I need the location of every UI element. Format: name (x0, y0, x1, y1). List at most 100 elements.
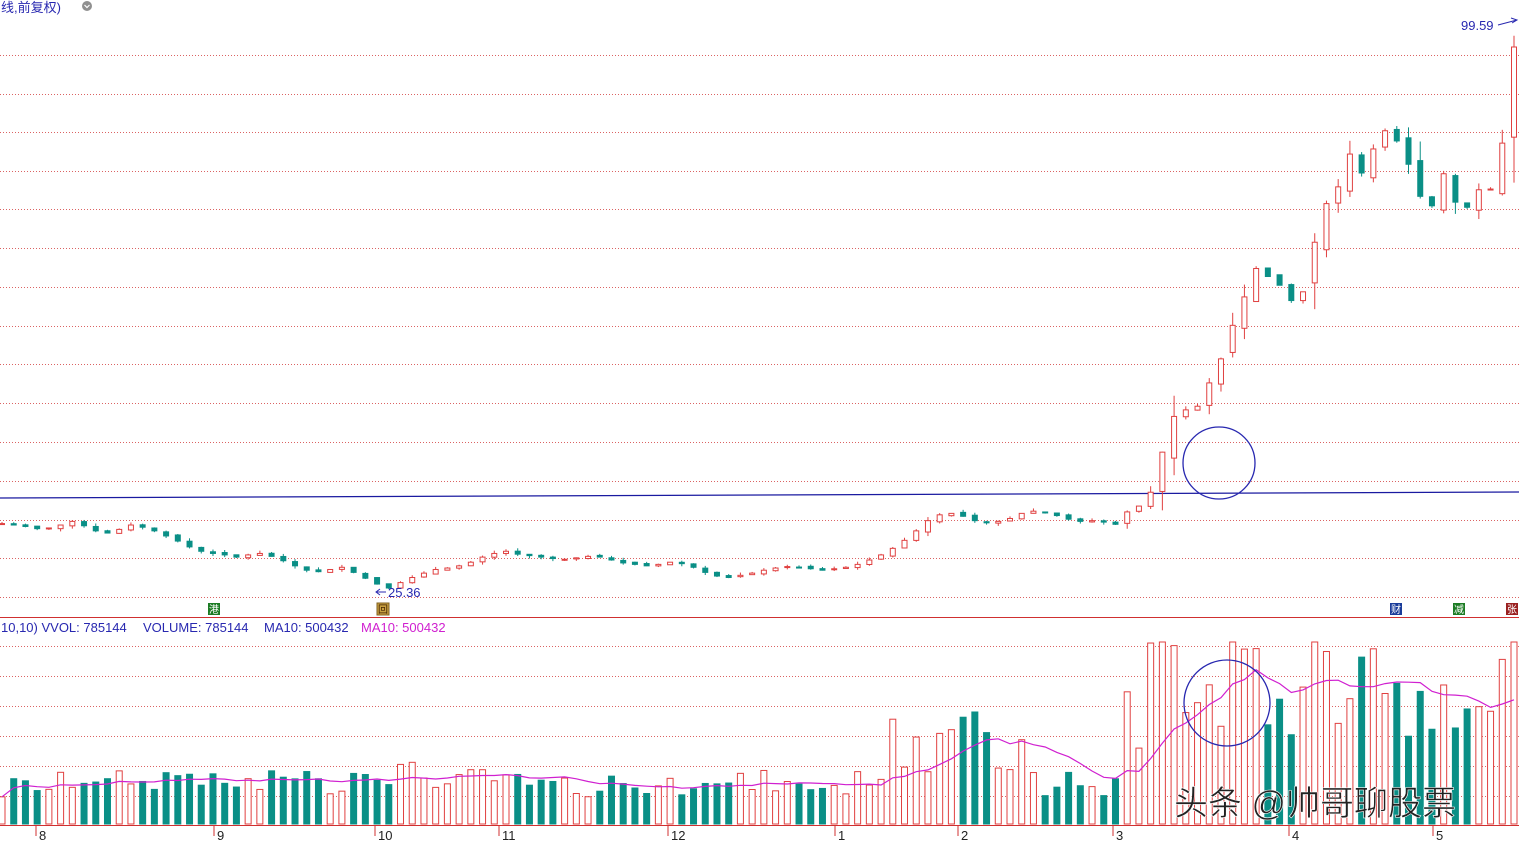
candle (34, 525, 41, 531)
volume-bar (1369, 648, 1377, 825)
volume-bar (607, 775, 615, 825)
volume-bar (549, 780, 557, 825)
volume-indicator-prefix: 10,10) VVOL: 785144 (1, 620, 127, 635)
volume-bar (1498, 658, 1506, 825)
candle (561, 558, 568, 561)
candle (854, 561, 861, 570)
candle (1370, 144, 1377, 183)
x-tick-label: 9 (217, 828, 224, 843)
volume-bar (408, 761, 416, 825)
candle (1112, 520, 1119, 525)
candle (374, 577, 381, 585)
candle (1253, 266, 1260, 303)
candle (338, 564, 345, 572)
event-marker-4[interactable]: 减 (1453, 603, 1465, 616)
candle (104, 529, 111, 534)
candle (702, 565, 709, 576)
x-axis: 8 9 10 11 12 1 2 3 4 5 (35, 826, 1443, 843)
event-marker-1[interactable]: 港 (208, 603, 220, 616)
volume-bar (115, 770, 123, 825)
candle (842, 566, 849, 570)
x-tick-label: 12 (671, 828, 685, 843)
candle (1428, 195, 1435, 208)
candle (878, 553, 885, 560)
candle (1288, 283, 1295, 303)
candle (350, 566, 357, 574)
candle (1346, 140, 1353, 197)
candle (983, 520, 990, 525)
candle (467, 560, 474, 567)
candle (936, 513, 943, 524)
volume-bar (1217, 725, 1225, 825)
event-marker-5[interactable]: 张 (1506, 603, 1518, 616)
candle (960, 509, 967, 517)
volume-bar (865, 784, 873, 825)
candle (186, 538, 193, 549)
volume-bar (127, 783, 135, 825)
candle (444, 567, 451, 571)
candle (631, 561, 638, 566)
volume-bar (279, 776, 287, 825)
candle (1393, 126, 1400, 143)
svg-text:张: 张 (1507, 604, 1517, 616)
volume-bar (760, 769, 768, 825)
volume-bar (21, 780, 29, 825)
volume-bar (1053, 786, 1061, 825)
volume-bar (1111, 778, 1119, 825)
candle (725, 574, 732, 579)
event-marker-3[interactable]: 财 (1390, 603, 1402, 616)
candle (1323, 200, 1330, 258)
max-price-label: 99.59 (1461, 18, 1494, 33)
volume-bar (92, 781, 100, 825)
volume-bar (1381, 693, 1389, 825)
candle (116, 528, 123, 534)
candle (1007, 516, 1013, 522)
candle (0, 521, 5, 526)
volume-bar (1100, 795, 1108, 825)
candle (526, 553, 533, 559)
svg-text:财: 财 (1391, 603, 1401, 616)
candle (456, 564, 463, 570)
volume-bar (221, 782, 229, 825)
candle (385, 583, 392, 590)
candle (831, 566, 838, 572)
candle (1382, 128, 1389, 151)
candle (174, 533, 181, 543)
volume-bar (924, 771, 932, 825)
candle (268, 551, 275, 557)
candle (901, 537, 908, 549)
volume-bars (0, 641, 1518, 825)
volume-bar (1322, 651, 1330, 825)
volume-bar (936, 732, 944, 825)
candle (303, 566, 310, 573)
candle (1511, 35, 1517, 183)
candle (1206, 378, 1213, 415)
candle (1499, 129, 1506, 196)
event-marker-2[interactable]: 回 (376, 602, 390, 616)
volume-bar (1334, 722, 1342, 825)
volume-bar (350, 772, 358, 825)
volume-bar (678, 794, 686, 825)
volume-bar (854, 771, 862, 825)
candle (643, 561, 650, 567)
candle (245, 553, 252, 560)
candle (573, 557, 580, 561)
volume-bar (1252, 648, 1260, 825)
volume-bar (244, 778, 252, 825)
candle (397, 581, 404, 589)
x-tick-label: 3 (1116, 828, 1123, 843)
volume-bar (1065, 771, 1073, 825)
candle (596, 553, 603, 558)
candle (713, 571, 720, 578)
volume-bar (1510, 641, 1518, 825)
volume-bar (1029, 772, 1037, 825)
volume-bar (103, 778, 111, 825)
candle (608, 555, 615, 561)
watermark: 头条 @帅哥聊股票 (1174, 785, 1456, 823)
dropdown-icon[interactable] (82, 1, 92, 11)
x-tick-label: 11 (502, 828, 516, 843)
candle (233, 554, 240, 559)
candle (690, 563, 697, 569)
volume-bar (326, 793, 334, 825)
